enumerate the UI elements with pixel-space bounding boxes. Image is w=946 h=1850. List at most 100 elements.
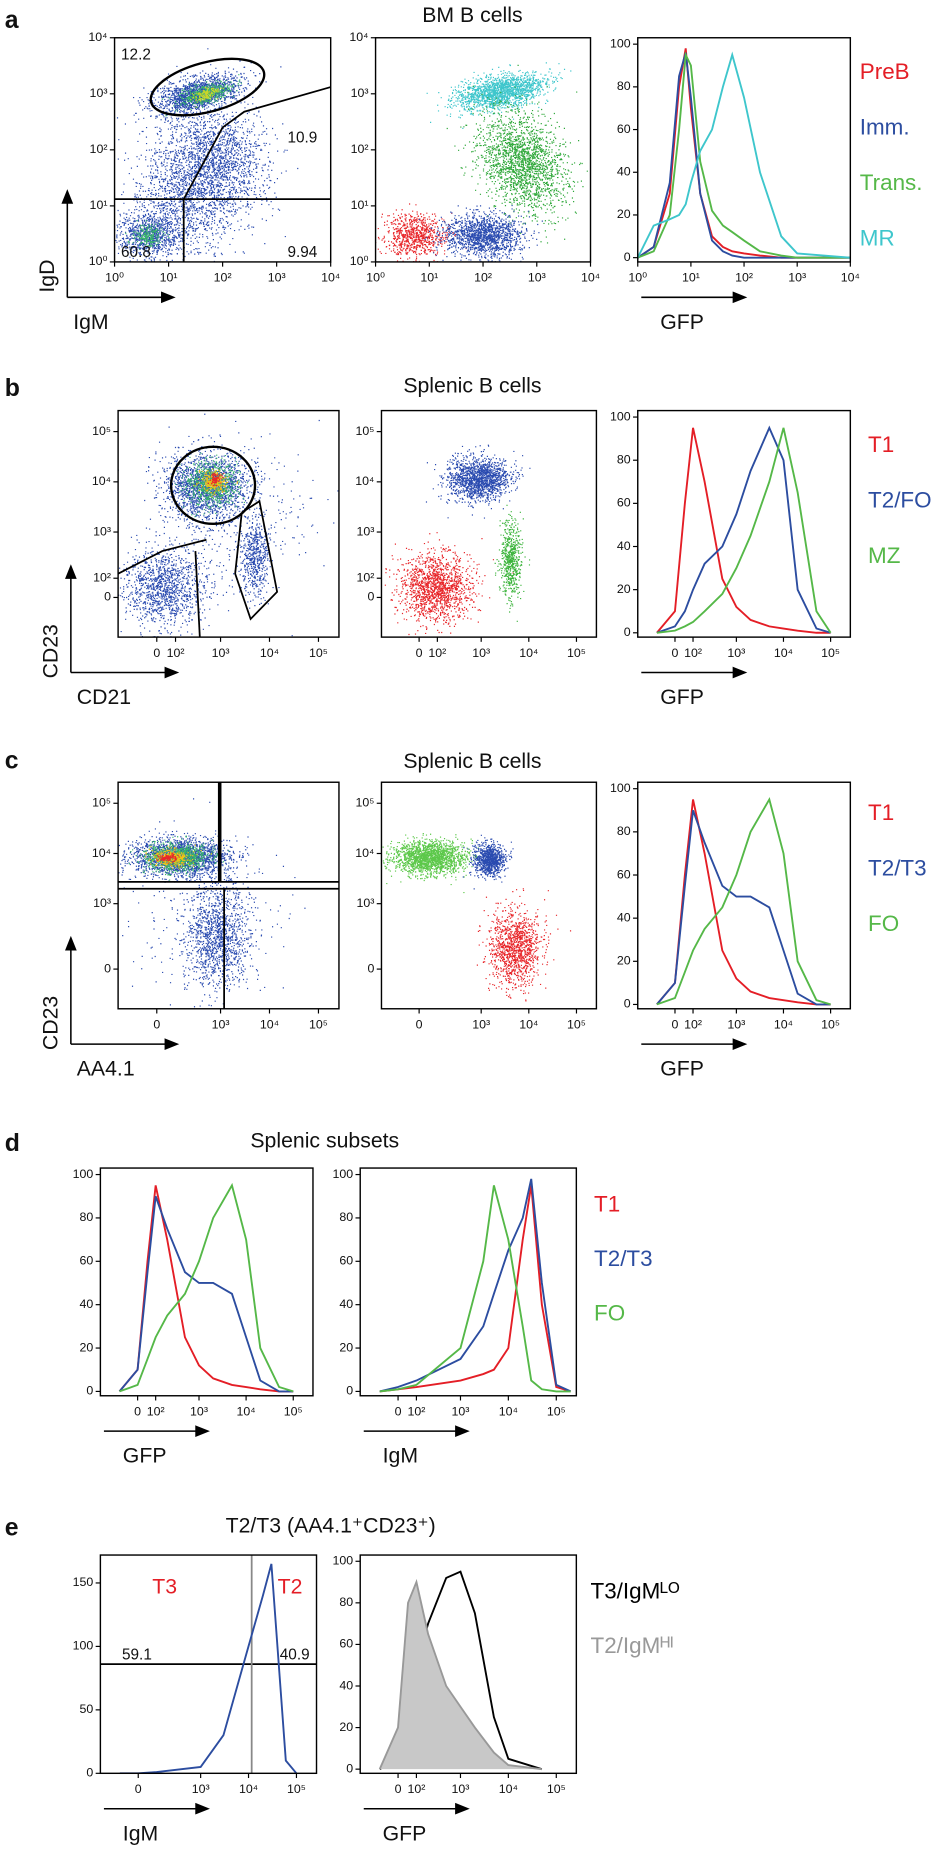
y-tick-label: 80	[80, 1210, 94, 1224]
axis-arrow	[65, 935, 77, 1045]
y-tick-label: 10²	[356, 570, 374, 584]
histogram-line	[637, 52, 851, 259]
y-tick-label: 100	[73, 1167, 94, 1181]
density-dots	[169, 853, 263, 1008]
legend-entry: Trans.	[860, 170, 923, 195]
histogram-line	[379, 1185, 571, 1393]
axis-arrow	[641, 666, 748, 679]
y-tick-label: 10³	[356, 896, 374, 910]
gate	[149, 57, 266, 117]
y-tick-label: 150	[73, 1575, 94, 1589]
plot-frame	[637, 37, 852, 263]
x-tick-label: 10⁴	[499, 1405, 518, 1419]
y-tick-label: 80	[339, 1595, 353, 1609]
x-tick-label: 10²	[147, 1405, 165, 1419]
y-tick-label: 10⁴	[349, 30, 368, 44]
x-tick-label: 10⁴	[239, 1782, 258, 1796]
x-tick-label: 10⁴	[237, 1405, 256, 1419]
x-axis-label: GFP	[660, 310, 704, 334]
x-tick-label: 10³	[727, 1018, 745, 1032]
plot-frame	[637, 409, 852, 638]
x-tick-label: 10²	[167, 646, 185, 660]
y-tick-label: 100	[610, 781, 631, 795]
axis-arrow	[70, 1038, 180, 1051]
y-tick-label: 100	[332, 1167, 353, 1181]
density-dots	[118, 531, 230, 638]
gate	[234, 499, 279, 621]
gate-label: T2	[278, 1574, 303, 1598]
density-dots	[426, 62, 572, 129]
y-tick-label: 60	[339, 1637, 353, 1651]
x-tick-label: 10⁴	[321, 271, 340, 285]
x-tick-label: 10⁰	[366, 271, 385, 285]
y-tick-label: 60	[80, 1254, 94, 1268]
plot-area	[118, 413, 339, 638]
x-tick-label: 10⁵	[309, 1018, 328, 1032]
panel-title: BM B cells	[422, 3, 522, 27]
y-tick-label: 10⁴	[355, 474, 374, 488]
plot-area	[114, 48, 331, 262]
y-tick-label: 10³	[90, 86, 108, 100]
axis-arrow	[363, 1425, 470, 1438]
y-tick-label: 20	[339, 1720, 353, 1734]
y-tick-label: 50	[80, 1702, 94, 1716]
density-dots	[190, 86, 224, 108]
x-tick-label: 10³	[452, 1782, 470, 1796]
axis-arrow	[61, 189, 74, 298]
y-axis-label: CD23	[39, 624, 63, 678]
histogram-line	[118, 1195, 294, 1393]
y-tick-label: 20	[617, 207, 631, 221]
y-tick-label: 40	[339, 1297, 353, 1311]
histogram-line	[656, 810, 831, 1006]
plot-area	[637, 48, 851, 259]
y-tick-label: 0	[367, 961, 374, 975]
gate	[169, 445, 257, 526]
density-dots	[494, 504, 531, 622]
x-tick-label: 10³	[472, 1018, 490, 1032]
y-tick-label: 20	[617, 582, 631, 596]
axis-arrow	[103, 1425, 210, 1438]
x-tick-label: 10²	[214, 271, 232, 285]
x-tick-label: 10¹	[682, 271, 700, 285]
y-tick-label: 60	[339, 1254, 353, 1268]
density-dots	[381, 832, 495, 894]
x-tick-label: 10⁵	[547, 1405, 566, 1419]
axis-arrow	[67, 291, 176, 304]
x-axis-label: GFP	[383, 1821, 427, 1845]
x-tick-label: 10⁵	[821, 646, 840, 660]
y-tick-label: 0	[624, 997, 631, 1011]
plot-area	[118, 1182, 294, 1393]
y-tick-label: 0	[346, 1761, 353, 1775]
x-tick-label: 10²	[407, 1405, 425, 1419]
plot-frame	[637, 781, 852, 1010]
x-tick-label: 10¹	[420, 271, 438, 285]
gate-label: 40.9	[280, 1646, 310, 1663]
plot-frame	[380, 409, 598, 638]
y-tick-label: 10³	[93, 896, 111, 910]
x-tick-label: 10⁴	[774, 646, 793, 660]
histogram-line	[637, 51, 851, 259]
gate-label: T3	[152, 1574, 177, 1598]
x-tick-label: 10²	[407, 1782, 425, 1796]
plot-area	[379, 1178, 572, 1393]
y-tick-label: 10⁵	[92, 424, 111, 438]
legend-entry: FO	[594, 1300, 625, 1325]
x-tick-label: 10⁵	[287, 1782, 306, 1796]
histogram-line	[656, 425, 831, 634]
y-tick-label: 10¹	[351, 198, 369, 212]
y-tick-label: 40	[339, 1678, 353, 1692]
x-tick-label: 10⁴	[519, 646, 538, 660]
panel-label: b	[5, 375, 20, 402]
histogram-line	[119, 1182, 294, 1393]
x-tick-label: 0	[135, 1782, 142, 1796]
x-tick-label: 10²	[735, 271, 753, 285]
axis-arrow	[103, 1802, 210, 1815]
y-tick-label: 40	[80, 1297, 94, 1311]
panel-title: Splenic B cells	[403, 749, 541, 773]
x-tick-label: 10¹	[160, 271, 178, 285]
legend-entry: FO	[868, 911, 899, 936]
panel-label: c	[5, 748, 19, 775]
x-tick-label: 0	[416, 1018, 423, 1032]
x-axis-label: AA4.1	[77, 1057, 135, 1081]
x-tick-label: 10⁴	[260, 1018, 279, 1032]
